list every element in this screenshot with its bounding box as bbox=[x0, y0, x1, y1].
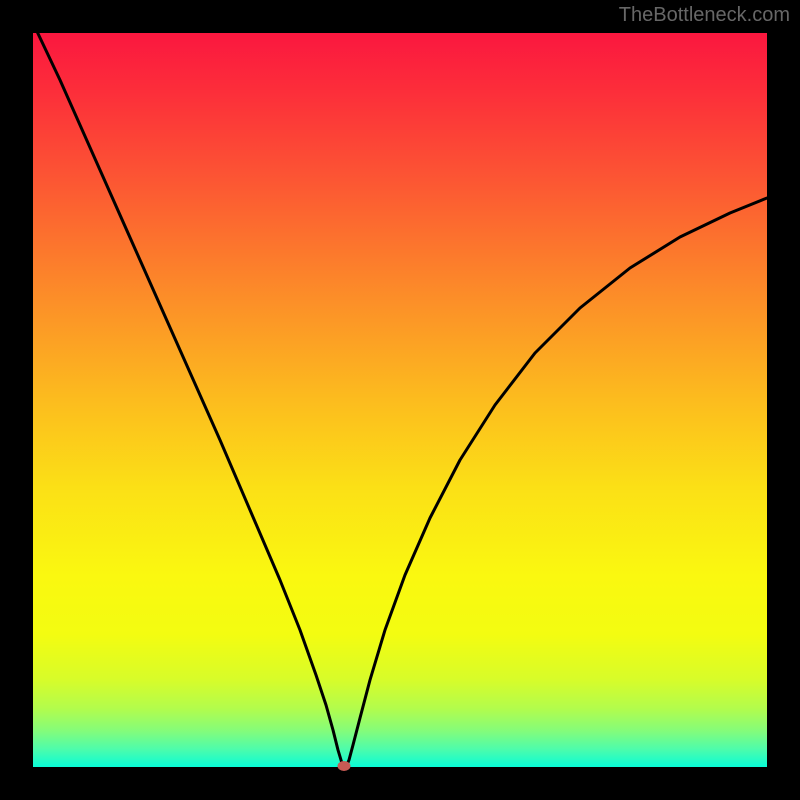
chart-container: TheBottleneck.com bbox=[0, 0, 800, 800]
optimum-marker bbox=[338, 761, 351, 771]
bottleneck-curve bbox=[0, 0, 800, 800]
plot-area bbox=[33, 33, 767, 767]
watermark-text: TheBottleneck.com bbox=[619, 4, 790, 27]
